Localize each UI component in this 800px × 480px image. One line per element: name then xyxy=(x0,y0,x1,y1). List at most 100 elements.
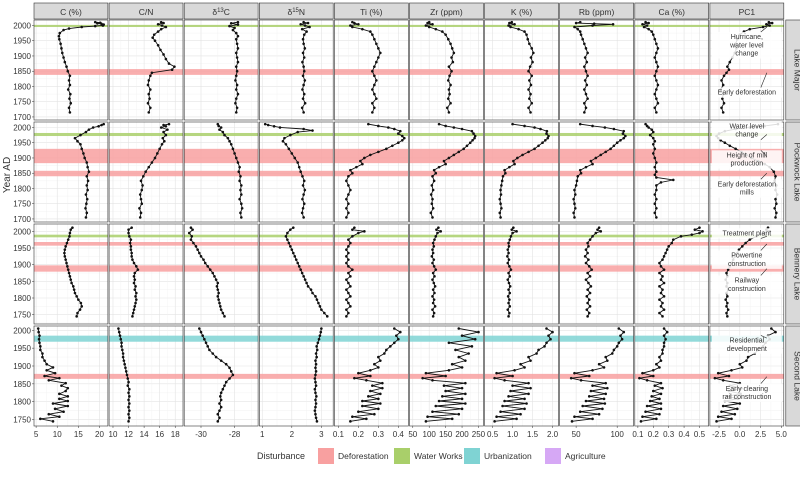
data-point xyxy=(236,161,240,164)
data-point xyxy=(139,197,143,201)
data-point xyxy=(434,268,438,271)
data-point xyxy=(644,410,647,414)
data-point xyxy=(570,420,574,423)
data-point xyxy=(397,337,400,341)
data-point xyxy=(302,42,305,46)
data-point xyxy=(429,211,433,215)
series-line xyxy=(188,227,225,317)
facet-strip-Zr xyxy=(409,2,484,20)
facet-strip-K xyxy=(484,2,559,20)
data-point xyxy=(662,345,666,348)
data-point xyxy=(427,25,431,29)
data-point xyxy=(71,226,74,229)
data-point xyxy=(439,230,443,233)
data-point xyxy=(97,124,100,128)
y-tick-label: 1900 xyxy=(13,52,31,61)
data-point xyxy=(65,241,69,245)
data-point xyxy=(650,128,654,131)
data-point xyxy=(124,366,127,370)
data-point xyxy=(768,24,771,27)
data-point xyxy=(58,376,61,380)
data-point xyxy=(665,248,669,251)
data-point xyxy=(351,415,354,419)
data-point xyxy=(574,206,577,210)
annotation-leader xyxy=(760,376,768,384)
data-point xyxy=(599,230,603,233)
annotation-bg xyxy=(711,228,782,239)
data-point xyxy=(39,345,42,348)
data-point xyxy=(721,111,725,114)
data-point xyxy=(535,352,538,355)
data-point xyxy=(587,281,590,285)
data-point xyxy=(93,24,97,28)
band-water-works xyxy=(109,132,183,137)
data-point xyxy=(444,374,447,378)
data-point xyxy=(651,368,655,372)
data-point xyxy=(303,188,307,192)
data-point xyxy=(160,24,164,27)
data-point xyxy=(432,179,436,183)
band-urbanization xyxy=(34,335,108,342)
y-tick-label: 1800 xyxy=(13,184,31,193)
data-point xyxy=(236,23,240,26)
data-point xyxy=(578,410,582,414)
data-point xyxy=(604,355,607,359)
data-point xyxy=(308,25,311,29)
data-point xyxy=(305,281,308,285)
data-point xyxy=(134,301,137,305)
data-point xyxy=(506,255,509,258)
data-point xyxy=(66,238,70,241)
data-point xyxy=(738,402,742,405)
data-point xyxy=(219,405,223,409)
data-point xyxy=(530,101,534,105)
data-point xyxy=(434,404,438,408)
x-tick-label: 100 xyxy=(423,430,437,439)
data-point xyxy=(508,291,512,295)
panel-pockwock-lake-Zr xyxy=(409,121,484,223)
data-point xyxy=(216,295,220,298)
data-point xyxy=(508,165,511,169)
data-point xyxy=(656,47,660,50)
data-point xyxy=(347,174,350,178)
data-point xyxy=(367,395,370,398)
data-point xyxy=(379,402,382,405)
band-water-works xyxy=(259,234,334,238)
data-point xyxy=(377,47,380,50)
data-point xyxy=(432,168,436,172)
annotation-text: development xyxy=(727,346,767,353)
data-point xyxy=(506,308,510,311)
data-point xyxy=(653,37,657,41)
data-point xyxy=(653,165,657,169)
data-point xyxy=(320,327,323,330)
band-deforestation xyxy=(559,373,634,379)
data-point xyxy=(98,21,102,25)
data-point xyxy=(301,88,304,91)
data-point xyxy=(144,170,147,173)
y-tick-label: 1900 xyxy=(13,154,31,163)
data-point xyxy=(237,170,241,173)
data-point xyxy=(76,311,79,315)
data-point xyxy=(659,305,663,308)
data-point xyxy=(146,83,150,87)
data-point xyxy=(587,311,591,315)
data-point xyxy=(503,168,506,172)
data-point xyxy=(69,278,73,281)
data-point xyxy=(234,111,238,114)
x-tick-label: 0.4 xyxy=(393,430,405,439)
data-point xyxy=(219,126,223,129)
data-point xyxy=(233,26,236,30)
data-point xyxy=(726,301,729,305)
data-point xyxy=(658,285,661,288)
panel-second-lake-d15N: 1 2 3 xyxy=(258,325,334,439)
data-point xyxy=(302,83,305,87)
y-tick-label: 1800 xyxy=(13,294,31,303)
legend-title: Disturbance xyxy=(257,451,305,461)
band-deforestation xyxy=(409,170,484,177)
data-point xyxy=(584,69,588,73)
data-point xyxy=(641,371,644,375)
panel-second-lake-CN: 10 12 14 16 18 xyxy=(109,325,184,439)
band-deforestation xyxy=(484,242,559,246)
data-point xyxy=(84,130,88,134)
data-point xyxy=(138,206,141,210)
data-point xyxy=(64,389,67,393)
